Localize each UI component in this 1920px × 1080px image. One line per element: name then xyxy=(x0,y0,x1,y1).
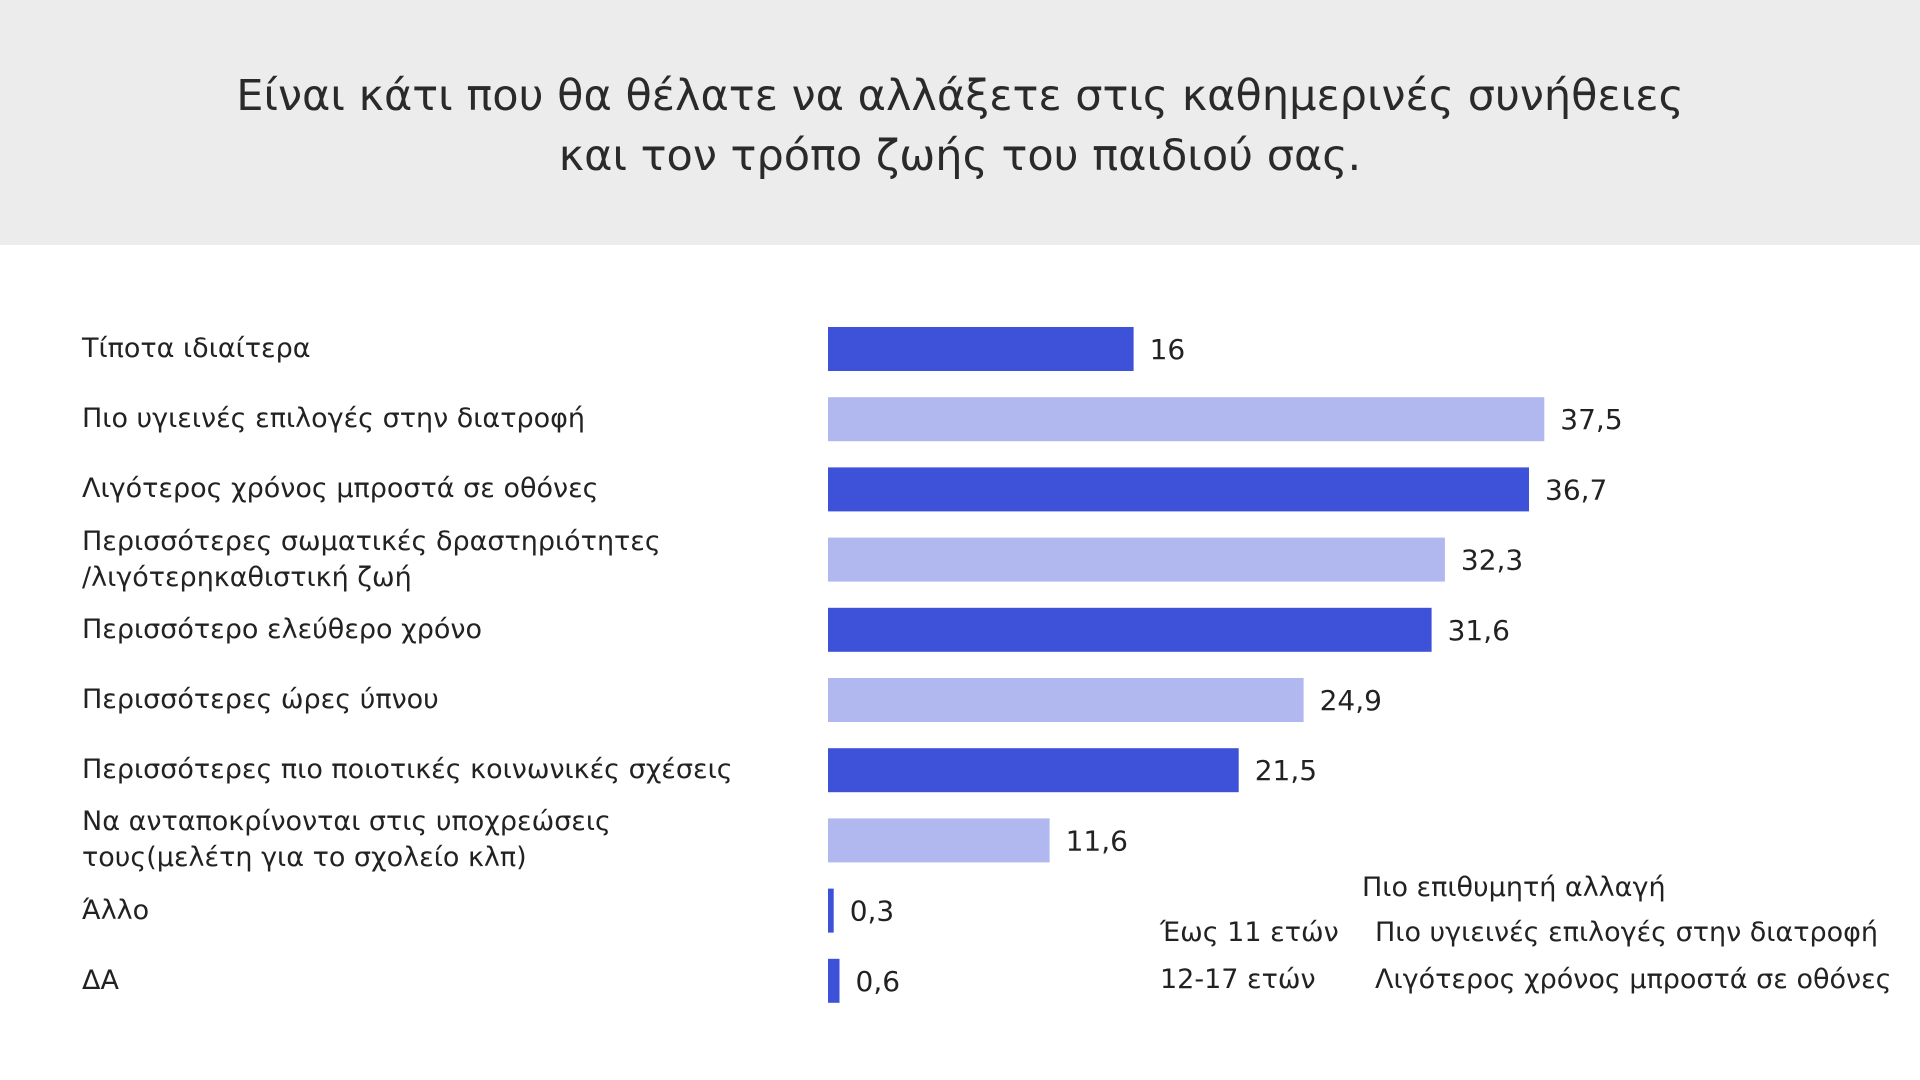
value-label-7: 21,5 xyxy=(1255,754,1317,787)
category-label-2: Πιο υγιεινές επιλογές στην διατροφή xyxy=(82,403,586,435)
bar-7 xyxy=(828,748,1239,793)
bar-8 xyxy=(828,818,1050,863)
note-group-1: Έως 11 ετών xyxy=(1160,917,1339,948)
category-label-7: Περισσότερες πιο ποιοτικές κοινωνικές σχ… xyxy=(82,754,733,786)
chart-title: Είναι κάτι που θα θέλατε να αλλάξετε στι… xyxy=(0,66,1920,186)
category-label-4: Περισσότερες σωματικές δραστηριότητες /λ… xyxy=(82,525,661,593)
value-label-8: 11,6 xyxy=(1066,824,1128,857)
note-heading: Πιο επιθυμητή αλλαγή xyxy=(1362,872,1666,903)
category-label-10: ΔΑ xyxy=(82,964,119,996)
bar-5 xyxy=(828,607,1432,652)
chart-title-line-1: Είναι κάτι που θα θέλατε να αλλάξετε στι… xyxy=(236,71,1684,121)
value-label-1: 16 xyxy=(1150,333,1186,366)
value-label-3: 36,7 xyxy=(1545,473,1607,506)
title-banner: Είναι κάτι που θα θέλατε να αλλάξετε στι… xyxy=(0,0,1920,245)
bar-6 xyxy=(828,678,1304,722)
category-label-3: Λιγότερος χρόνος μπροστά σε οθόνες xyxy=(82,473,599,505)
bar-4 xyxy=(828,537,1445,582)
bar-1 xyxy=(828,327,1134,371)
value-label-9: 0,3 xyxy=(850,895,895,928)
value-label-2: 37,5 xyxy=(1560,403,1622,436)
bar-2 xyxy=(828,397,1545,442)
note-change-2: Λιγότερος χρόνος μπροστά σε οθόνες xyxy=(1375,964,1892,995)
chart-title-line-2: και τον τρόπο ζωής του παιδιού σας. xyxy=(558,131,1362,181)
category-label-8: Να ανταποκρίνονται στις υποχρεώσεις τους… xyxy=(82,806,611,874)
note-change-1: Πιο υγιεινές επιλογές στην διατροφή xyxy=(1375,917,1879,948)
category-label-9: Άλλο xyxy=(82,894,150,926)
category-label-1: Τίποτα ιδιαίτερα xyxy=(82,333,311,364)
category-label-5: Περισσότερο ελεύθερο χρόνο xyxy=(82,613,483,645)
value-label-5: 31,6 xyxy=(1448,614,1510,647)
note-group-2: 12-17 ετών xyxy=(1160,964,1316,995)
value-label-10: 0,6 xyxy=(856,965,901,998)
category-label-6: Περισσότερες ώρες ύπνου xyxy=(82,684,439,715)
bar-9 xyxy=(828,888,834,933)
bar-10 xyxy=(828,958,840,1003)
value-label-6: 24,9 xyxy=(1320,684,1382,717)
value-label-4: 32,3 xyxy=(1461,544,1523,577)
bar-3 xyxy=(828,467,1529,512)
